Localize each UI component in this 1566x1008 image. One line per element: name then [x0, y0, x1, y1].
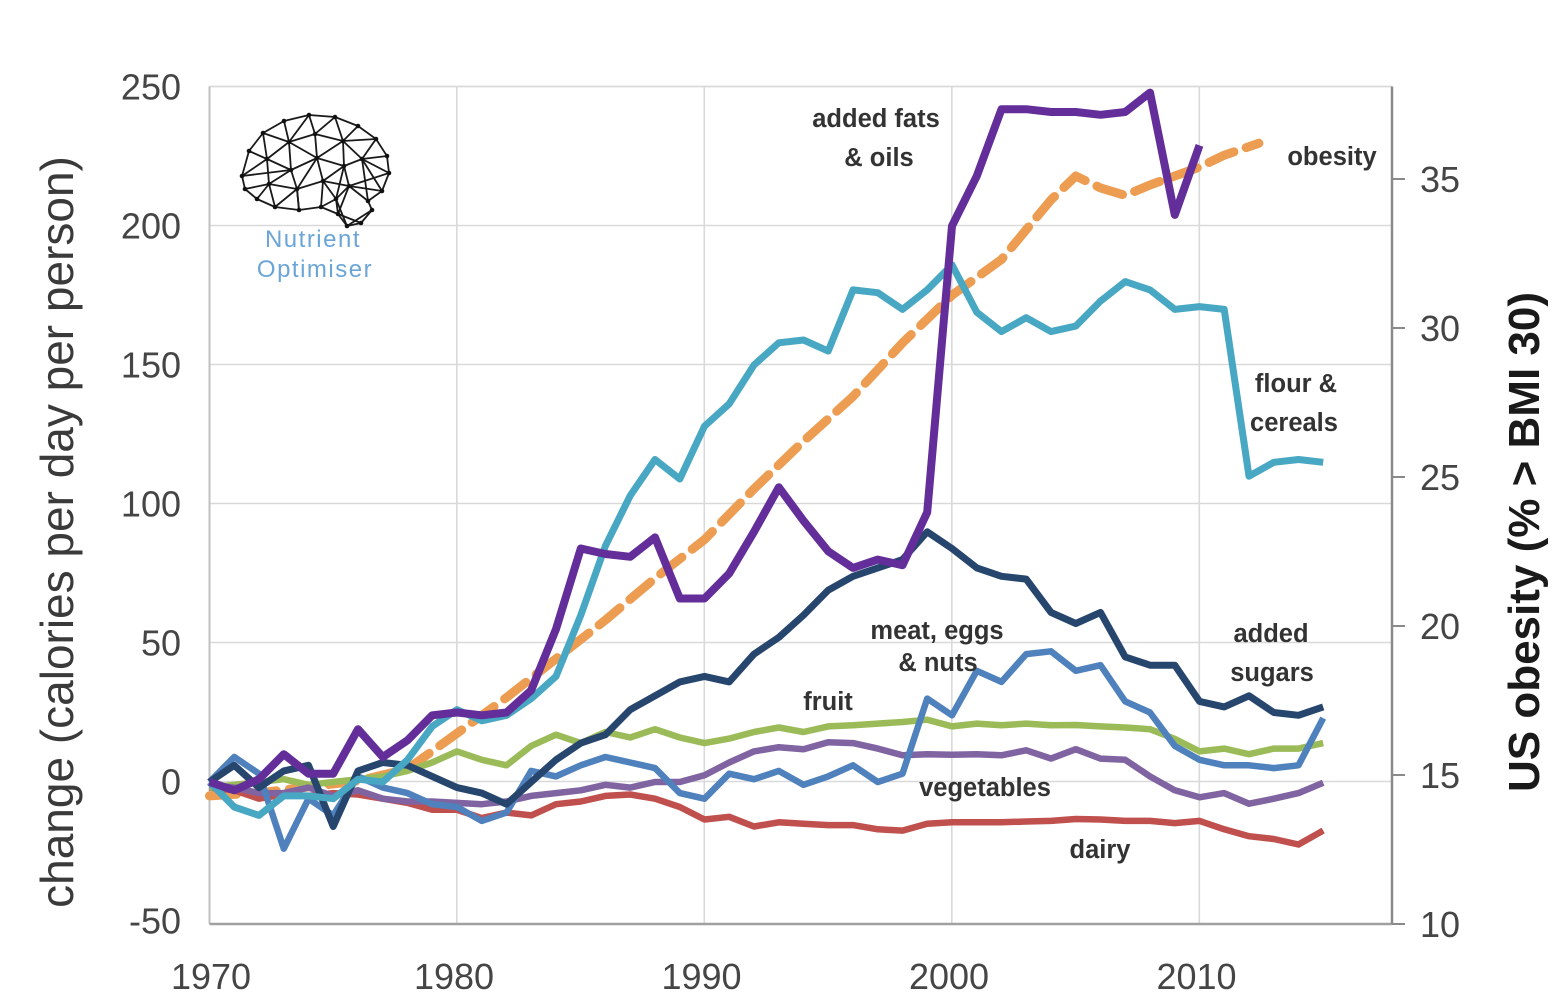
- svg-text:meat, eggs: meat, eggs: [870, 617, 1003, 645]
- svg-text:2010: 2010: [1156, 956, 1236, 997]
- svg-text:fruit: fruit: [803, 688, 853, 716]
- svg-text:vegetables: vegetables: [919, 774, 1051, 802]
- svg-text:change (calories per day per p: change (calories per day per person): [31, 156, 83, 908]
- svg-text:& oils: & oils: [844, 144, 913, 172]
- svg-text:50: 50: [141, 623, 181, 664]
- svg-text:1980: 1980: [414, 956, 494, 997]
- svg-text:dairy: dairy: [1070, 836, 1132, 864]
- svg-text:Optimiser: Optimiser: [257, 256, 373, 283]
- svg-text:20: 20: [1420, 606, 1460, 647]
- svg-text:25: 25: [1420, 457, 1460, 498]
- svg-text:US obesity (% > BMI 30): US obesity (% > BMI 30): [1500, 292, 1549, 792]
- svg-text:30: 30: [1420, 308, 1460, 349]
- svg-text:250: 250: [121, 67, 181, 108]
- svg-text:35: 35: [1420, 159, 1460, 200]
- svg-text:15: 15: [1420, 755, 1460, 796]
- svg-text:added: added: [1233, 620, 1308, 648]
- svg-text:1970: 1970: [171, 956, 251, 997]
- svg-text:100: 100: [121, 484, 181, 525]
- svg-text:-50: -50: [129, 901, 181, 942]
- svg-text:& nuts: & nuts: [898, 649, 977, 677]
- svg-text:1990: 1990: [661, 956, 741, 997]
- svg-text:2000: 2000: [909, 956, 989, 997]
- svg-text:added fats: added fats: [812, 105, 940, 133]
- svg-text:obesity: obesity: [1287, 143, 1377, 171]
- svg-text:10: 10: [1420, 904, 1460, 945]
- svg-text:150: 150: [121, 345, 181, 386]
- svg-text:0: 0: [161, 762, 181, 803]
- svg-text:sugars: sugars: [1230, 659, 1314, 687]
- svg-text:flour &: flour &: [1255, 370, 1337, 398]
- svg-text:cereals: cereals: [1250, 409, 1338, 437]
- svg-text:200: 200: [121, 206, 181, 247]
- svg-text:Nutrient: Nutrient: [265, 226, 361, 253]
